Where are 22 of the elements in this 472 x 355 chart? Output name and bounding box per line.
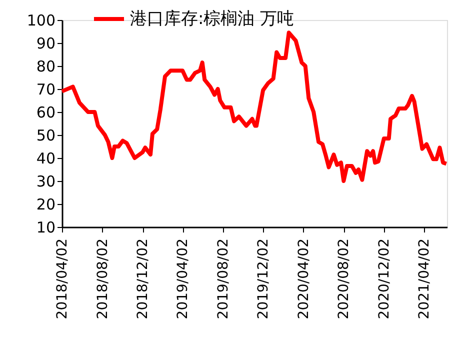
x-tick-label: 2020/12/02	[376, 238, 392, 320]
y-tick-label: 60	[36, 104, 56, 122]
y-tick-label: 70	[36, 80, 56, 98]
y-tick-label: 30	[36, 172, 56, 190]
x-tick-label: 2019/12/02	[256, 238, 272, 320]
legend-label: 港口库存:棕榈油 万吨	[130, 9, 294, 29]
x-tick-label: 2020/04/02	[296, 238, 312, 320]
y-tick-label: 50	[36, 126, 56, 144]
x-tick-label: 2020/08/02	[336, 238, 352, 320]
x-tick-label: 2021/04/02	[416, 238, 432, 320]
x-tick-label: 2018/12/02	[135, 238, 152, 320]
y-tick-label: 80	[36, 58, 56, 76]
x-tick-label: 2018/08/02	[94, 238, 111, 320]
line-series	[60, 30, 448, 183]
y-tick-label: 10	[36, 218, 56, 236]
y-tick-label: 100	[26, 12, 56, 30]
y-tick-label: 40	[36, 150, 56, 168]
y-tick-label: 90	[36, 34, 56, 52]
x-tick-label: 2019/08/02	[215, 238, 232, 320]
x-tick-label: 2019/04/02	[175, 238, 192, 320]
y-tick-label: 20	[36, 196, 56, 214]
x-tick-label: 2018/04/02	[54, 238, 70, 320]
